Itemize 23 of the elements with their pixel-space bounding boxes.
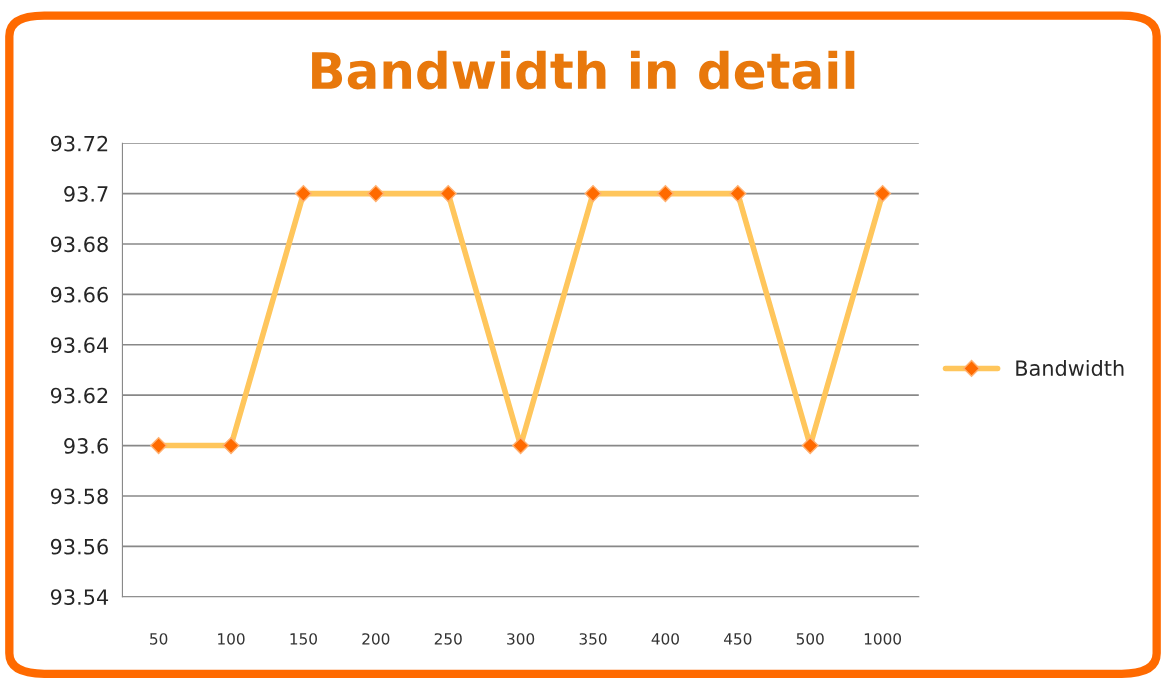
x-tick-label: 150 [290, 633, 317, 645]
x-tick-label: 300 [507, 633, 535, 645]
x-tick-label: 250 [434, 633, 462, 645]
y-tick-label: 93.72 [50, 135, 108, 152]
y-tick-label: 93.68 [50, 236, 108, 253]
x-tick-label: 400 [651, 633, 679, 645]
x-tick-label: 100 [218, 633, 245, 645]
y-tick-label: 93.64 [50, 337, 109, 353]
x-tick-label: 350 [579, 633, 607, 645]
y-tick-label: 93.54 [50, 589, 109, 605]
y-tick-label: 93.62 [50, 387, 108, 404]
y-tick-label: 93.66 [50, 286, 108, 303]
y-tick-label: 93.7 [64, 186, 108, 202]
y-tick-label: 93.6 [64, 438, 108, 454]
x-tick-label: 500 [796, 633, 824, 645]
x-tick-label: 1000 [864, 633, 902, 645]
x-tick-label: 50 [150, 633, 168, 645]
x-tick-label: 200 [362, 633, 390, 645]
chart-title: Bandwidth in detail [312, 50, 855, 90]
legend-label: Bandwidth [1016, 359, 1124, 377]
y-tick-label: 93.58 [50, 488, 108, 505]
x-tick-label: 450 [723, 633, 752, 645]
y-tick-label: 93.56 [50, 538, 108, 555]
